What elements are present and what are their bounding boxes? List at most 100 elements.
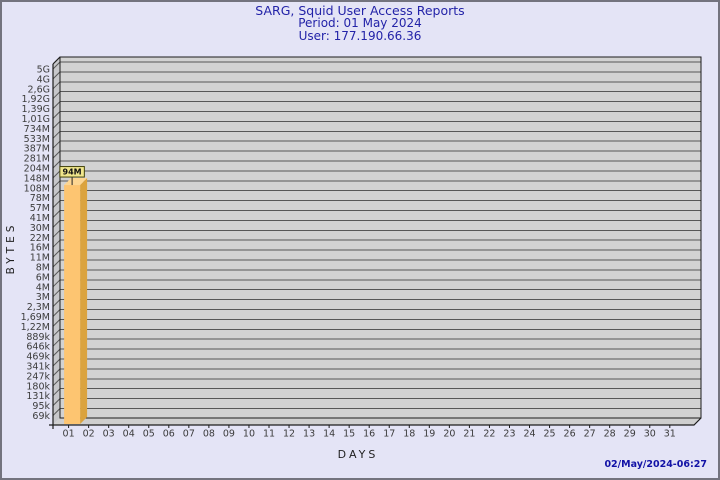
x-tick-label: 07 [183,429,195,440]
x-tick-label: 14 [323,429,335,440]
y-tick-label: 1,01G [21,114,50,125]
bar-value-box [59,166,85,178]
y-tick-mark [52,130,61,139]
y-tick-mark [52,319,61,327]
y-tick-label: 469k [26,352,50,363]
y-tick-label: 16M [30,243,50,254]
y-tick-mark [52,111,61,119]
y-tick-mark [52,269,61,278]
chart-user: User: 177.190.66.36 [298,29,422,43]
chart-title: SARG, Squid User Access Reports [255,3,465,18]
y-tick-mark [52,259,61,268]
x-tick-label: 17 [383,429,395,440]
y-axis-title: BYTES [5,221,17,275]
y-tick-mark [52,61,61,70]
y-tick-label: 4G [37,74,50,85]
x-tick-label: 06 [163,429,175,440]
x-tick-label: 03 [103,429,115,440]
y-tick-label: 4M [36,282,50,293]
x-tick-label: 08 [203,429,215,440]
y-tick-label: 1,22M [21,322,50,333]
y-tick-label: 1,39G [21,104,50,115]
y-tick-mark [52,101,61,109]
y-tick-mark [52,299,61,307]
x-tick-label: 29 [624,429,636,440]
plot-background [60,57,701,418]
y-tick-label: 11M [30,253,50,264]
y-tick-label: 78M [30,193,50,204]
y-tick-label: 30M [30,223,50,234]
y-tick-mark [52,348,61,357]
y-tick-label: 5G [37,65,50,76]
y-tick-label: 204M [24,164,50,175]
y-tick-mark [52,368,61,377]
x-tick-label: 10 [243,429,255,440]
y-tick-mark [52,388,61,397]
y-tick-mark [52,358,61,367]
x-tick-label: 24 [523,429,535,440]
x-tick-label: 16 [363,429,375,440]
y-tick-label: 108M [24,183,50,194]
y-tick-label: 148M [24,173,50,184]
y-tick-label: 1,69M [21,312,50,323]
x-tick-label: 23 [503,429,515,440]
y-tick-mark [52,289,61,298]
y-tick-mark [52,338,61,347]
y-tick-mark [52,398,61,406]
x-tick-label: 12 [283,429,295,440]
x-axis-title: DAYS [337,448,379,461]
x-tick-label: 31 [664,429,676,440]
y-tick-label: 3M [36,292,50,303]
x-tick-label: 18 [403,429,415,440]
y-tick-label: 341k [26,362,50,373]
y-tick-mark [52,229,61,238]
y-tick-mark [52,170,61,179]
x-tick-label: 28 [604,429,616,440]
y-tick-label: 2,6G [28,84,50,95]
generated-timestamp: 02/May/2024-06:27 [604,459,707,470]
y-tick-label: 281M [24,154,50,165]
x-tick-label: 15 [343,429,355,440]
y-tick-label: 387M [24,144,50,155]
plot-floor [53,418,701,425]
x-tick-label: 26 [564,429,576,440]
x-tick-label: 25 [544,429,556,440]
y-tick-mark [52,91,61,100]
y-tick-mark [52,81,61,90]
y-tick-label: 1,92G [21,94,50,105]
y-tick-label: 533M [24,134,50,145]
x-tick-label: 05 [143,429,155,440]
y-tick-mark [52,239,61,248]
x-tick-label: 27 [584,429,596,440]
x-tick-label: 02 [83,429,95,440]
y-tick-mark [52,279,61,288]
front-axes [49,64,702,429]
bar-day-01 [64,185,81,424]
y-tick-label: 22M [30,233,50,244]
y-tick-mark [52,200,61,208]
x-tick-label: 20 [443,429,455,440]
y-tick-label: 41M [30,213,50,224]
x-tick-label: 13 [303,429,315,440]
bar-value-label: 94M [63,168,82,177]
y-tick-label: 180k [26,381,50,392]
plot-border [59,56,702,419]
y-tick-mark [52,190,61,199]
x-tick-label: 30 [644,429,656,440]
x-tick-label: 11 [263,429,275,440]
y-tick-label: 2,3M [27,302,50,313]
y-tick-mark [52,180,61,189]
x-tick-label: 09 [223,429,235,440]
y-tick-mark [52,71,61,80]
wall-top-edge [52,56,61,65]
y-tick-mark [52,378,61,387]
x-tick-label: 22 [483,429,495,440]
x-tick-label: 21 [463,429,475,440]
x-tick-label: 01 [63,429,75,440]
y-tick-mark [52,328,61,337]
y-tick-mark [52,309,61,317]
x-tick-label: 04 [123,429,135,440]
y-tick-label: 69k [32,411,50,422]
chart-header: SARG, Squid User Access Reports Period: … [0,4,720,43]
